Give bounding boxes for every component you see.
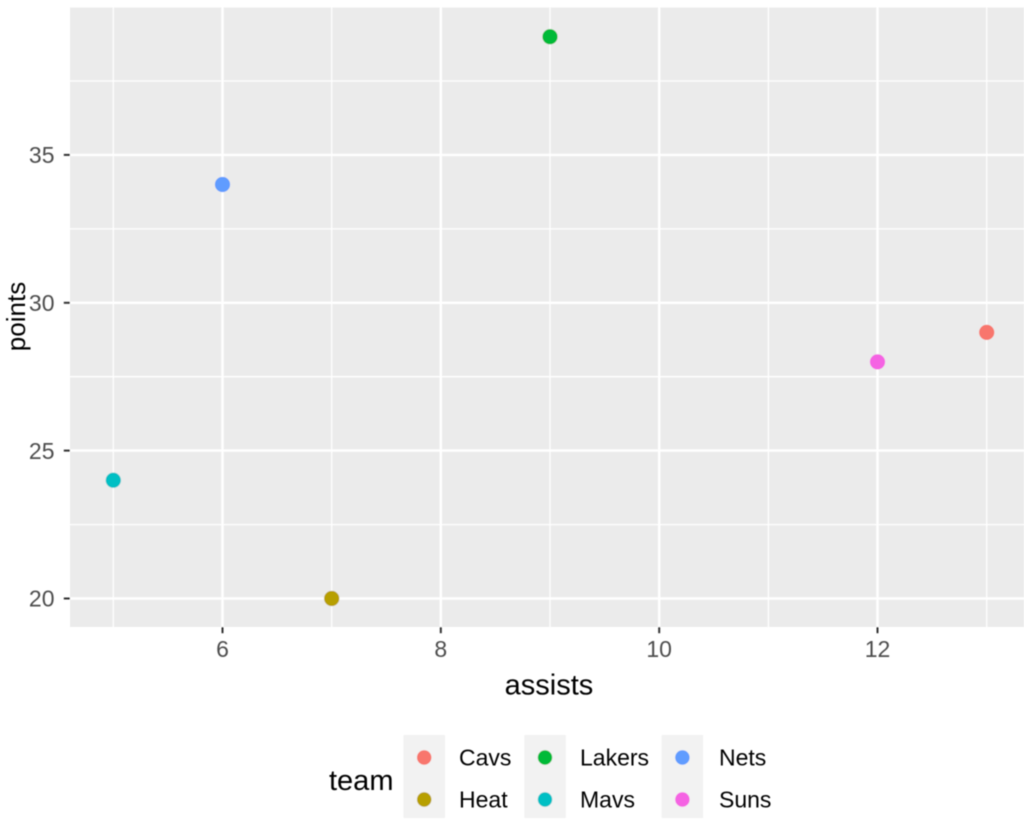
svg-text:assists: assists — [505, 670, 594, 702]
svg-text:12: 12 — [865, 636, 891, 662]
svg-text:35: 35 — [29, 142, 55, 168]
svg-text:Heat: Heat — [459, 787, 508, 813]
svg-text:30: 30 — [29, 290, 55, 316]
svg-text:Lakers: Lakers — [580, 745, 649, 771]
svg-text:Cavs: Cavs — [459, 745, 511, 771]
svg-text:team: team — [329, 765, 393, 797]
svg-text:points: points — [1, 282, 31, 351]
svg-text:10: 10 — [646, 636, 672, 662]
svg-text:8: 8 — [434, 636, 447, 662]
svg-text:Mavs: Mavs — [580, 787, 635, 813]
svg-text:Nets: Nets — [719, 745, 766, 771]
svg-text:25: 25 — [29, 438, 55, 464]
svg-text:6: 6 — [216, 636, 229, 662]
svg-text:Suns: Suns — [719, 787, 771, 813]
svg-text:20: 20 — [29, 586, 55, 612]
